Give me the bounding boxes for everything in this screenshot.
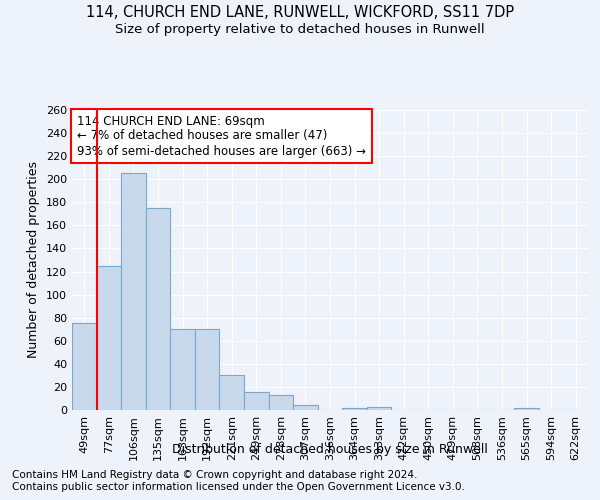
Bar — [367, 406, 391, 410]
Text: 114 CHURCH END LANE: 69sqm
← 7% of detached houses are smaller (47)
93% of semi-: 114 CHURCH END LANE: 69sqm ← 7% of detac… — [77, 114, 366, 158]
Text: Size of property relative to detached houses in Runwell: Size of property relative to detached ho… — [115, 22, 485, 36]
Bar — [195, 329, 220, 410]
Bar — [514, 408, 539, 410]
Text: Contains public sector information licensed under the Open Government Licence v3: Contains public sector information licen… — [12, 482, 465, 492]
Bar — [121, 174, 146, 410]
Text: 114, CHURCH END LANE, RUNWELL, WICKFORD, SS11 7DP: 114, CHURCH END LANE, RUNWELL, WICKFORD,… — [86, 5, 514, 20]
Bar — [342, 408, 367, 410]
Text: Contains HM Land Registry data © Crown copyright and database right 2024.: Contains HM Land Registry data © Crown c… — [12, 470, 418, 480]
Bar — [97, 266, 121, 410]
Bar — [220, 376, 244, 410]
Y-axis label: Number of detached properties: Number of detached properties — [28, 162, 40, 358]
Bar — [170, 329, 195, 410]
Bar — [146, 208, 170, 410]
Text: Distribution of detached houses by size in Runwell: Distribution of detached houses by size … — [172, 442, 488, 456]
Bar — [269, 395, 293, 410]
Bar — [244, 392, 269, 410]
Bar — [72, 324, 97, 410]
Bar — [293, 406, 318, 410]
